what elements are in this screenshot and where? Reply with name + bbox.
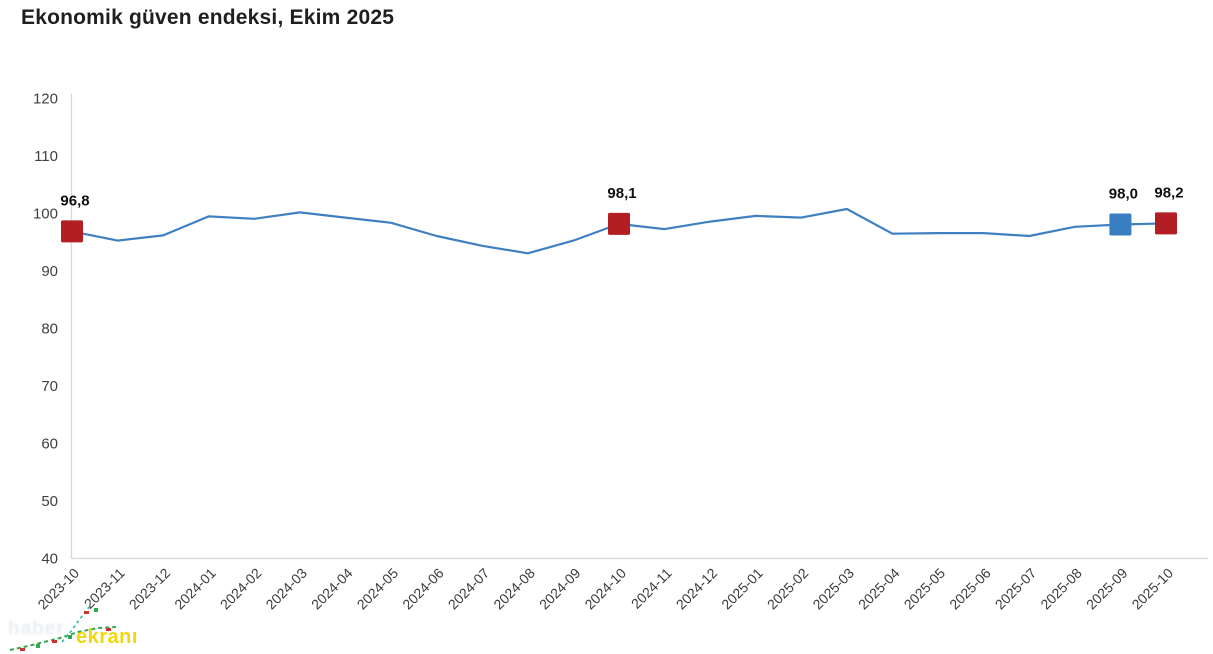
x-tick-label: 2025-10 [1128,565,1176,613]
x-tick-label: 2024-06 [399,565,447,613]
data-point-label: 98,2 [1154,184,1183,201]
data-point-marker [1109,213,1132,236]
chart-title: Ekonomik güven endeksi, Ekim 2025 [21,6,395,29]
y-tick-label: 40 [41,551,58,568]
data-point-marker [607,212,630,235]
y-tick-label: 120 [33,91,58,108]
data-point-marker [1154,212,1177,235]
x-tick-label: 2024-03 [262,565,310,613]
x-tick-label: 2025-09 [1083,565,1131,613]
x-tick-label: 2024-08 [490,565,538,613]
x-tick-label: 2025-05 [901,565,949,613]
x-tick-label: 2023-10 [34,565,82,613]
x-tick-label: 2024-12 [673,565,721,613]
x-tick-label: 2025-01 [718,565,766,613]
x-tick-label: 2025-02 [764,565,812,613]
y-tick-label: 100 [33,206,58,223]
y-tick-label: 90 [41,263,58,280]
x-tick-label: 2024-10 [581,565,629,613]
x-tick-label: 2024-05 [354,565,402,613]
x-tick-label: 2024-02 [217,565,265,613]
y-tick-label: 110 [34,148,58,165]
y-tick-label: 70 [41,378,58,395]
y-tick-label: 60 [41,436,58,453]
data-point-label: 98,0 [1109,186,1138,203]
data-point-label: 98,1 [607,185,636,202]
x-tick-label: 2025-06 [946,565,994,613]
data-point-marker [61,220,83,243]
x-tick-label: 2025-03 [809,565,857,613]
x-tick-label: 2025-04 [855,565,903,613]
x-tick-label: 2024-11 [628,565,675,612]
y-tick-label: 80 [41,321,58,338]
y-tick-label: 50 [41,493,58,510]
x-tick-label: 2025-07 [992,565,1040,613]
x-tick-label: 2024-07 [445,565,493,613]
x-tick-label: 2025-08 [1037,565,1085,613]
data-point-label: 96,8 [60,192,89,209]
x-tick-label: 2024-09 [536,565,584,613]
x-tick-label: 2023-11 [81,565,128,612]
x-tick-label: 2024-04 [308,565,356,613]
x-tick-label: 2023-12 [126,565,174,613]
x-tick-label: 2024-01 [171,565,219,613]
